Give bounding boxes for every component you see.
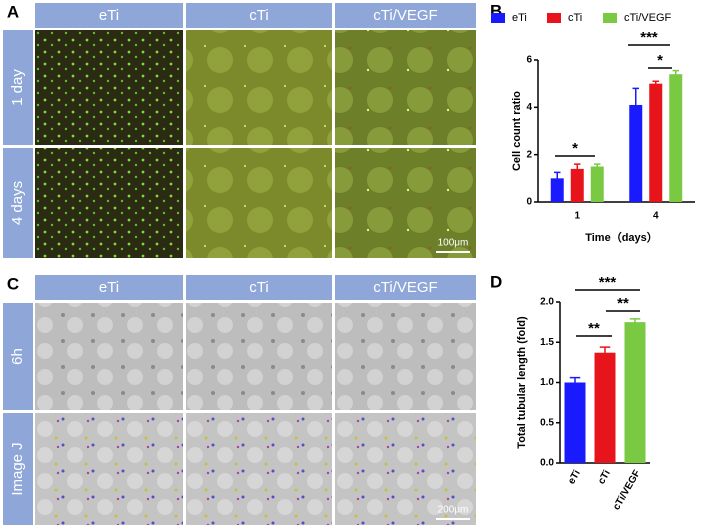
y-tick-label: 4 <box>526 102 532 113</box>
error-bar <box>632 87 639 122</box>
column-header-text: eTi <box>99 7 119 24</box>
error-bar <box>652 80 659 87</box>
column-header <box>335 3 476 28</box>
micrograph <box>35 30 183 145</box>
y-tick-label: 1.0 <box>540 377 554 388</box>
row-header-text: Image J <box>9 442 26 495</box>
legend-swatch <box>603 13 617 23</box>
bar <box>570 168 584 202</box>
significance-text: *** <box>599 274 617 291</box>
y-tick-label: 0 <box>526 197 532 208</box>
x-tick-label: cTi/VEGF <box>611 468 643 512</box>
bar <box>624 322 646 463</box>
error-bar <box>569 376 581 388</box>
row-header <box>3 30 33 145</box>
column-header-text: cTi/VEGF <box>373 279 437 296</box>
micrograph <box>335 413 476 525</box>
micrograph <box>35 303 183 410</box>
significance-text: *** <box>640 29 658 46</box>
column-header-text: cTi <box>249 7 268 24</box>
y-tick-label: 1.5 <box>540 337 554 348</box>
panel-label: D <box>490 272 502 291</box>
column-header-text: cTi/VEGF <box>373 7 437 24</box>
row-header-text: 4 days <box>9 181 26 225</box>
error-bar <box>574 163 581 174</box>
bar <box>669 74 683 202</box>
column-header <box>186 3 332 28</box>
column-header <box>335 275 476 300</box>
error-bar <box>594 163 601 169</box>
legend-text: cTi/VEGF <box>624 12 672 24</box>
legend-swatch <box>491 13 505 23</box>
scale-bar-text: 100μm <box>438 238 469 249</box>
column-header <box>35 275 183 300</box>
y-axis-label: Total tubular length (fold) <box>516 316 528 449</box>
legend-swatch <box>547 13 561 23</box>
significance-text: ** <box>588 320 600 337</box>
bar <box>564 382 586 463</box>
bar <box>629 104 643 202</box>
legend-text: cTi <box>568 12 582 24</box>
scale-bar-text: 200μm <box>438 505 469 516</box>
bar <box>590 166 604 202</box>
error-bar <box>629 318 641 326</box>
micrograph <box>335 30 476 145</box>
column-header-text: eTi <box>99 279 119 296</box>
x-tick-label: eTi <box>566 468 583 486</box>
x-tick-label: 4 <box>653 211 659 222</box>
micrograph <box>335 148 476 258</box>
legend-text: eTi <box>512 12 527 24</box>
row-header <box>3 303 33 410</box>
error-bar <box>554 171 561 185</box>
micrograph <box>186 30 332 145</box>
column-header-text: cTi <box>249 279 268 296</box>
micrograph <box>335 303 476 410</box>
y-tick-label: 0.0 <box>540 458 554 469</box>
x-axis-label: Time（days） <box>585 231 658 244</box>
y-tick-label: 6 <box>526 55 532 66</box>
row-header <box>3 148 33 258</box>
y-axis-label: Cell count ratio <box>511 91 523 171</box>
micrograph <box>186 303 332 410</box>
bar <box>594 352 616 463</box>
micrograph <box>35 413 183 525</box>
y-tick-label: 2.0 <box>540 297 554 308</box>
error-bar <box>599 346 611 359</box>
x-tick-label: cTi <box>596 468 613 486</box>
panel-label: C <box>7 274 19 293</box>
row-header-text: 6h <box>9 348 26 365</box>
column-header <box>186 275 332 300</box>
row-header-text: 1 day <box>9 69 26 106</box>
significance-text: ** <box>617 295 629 312</box>
y-tick-label: 2 <box>526 149 532 160</box>
y-tick-label: 0.5 <box>540 417 554 428</box>
micrograph <box>186 148 332 258</box>
significance-text: * <box>572 140 578 157</box>
bar <box>550 178 564 202</box>
micrograph <box>35 148 183 258</box>
panel-label: A <box>7 2 19 21</box>
bar <box>649 83 663 202</box>
micrograph <box>186 413 332 525</box>
error-bar <box>672 69 679 78</box>
x-tick-label: 1 <box>574 211 580 222</box>
significance-text: * <box>657 52 663 69</box>
row-header <box>3 413 33 525</box>
column-header <box>35 3 183 28</box>
